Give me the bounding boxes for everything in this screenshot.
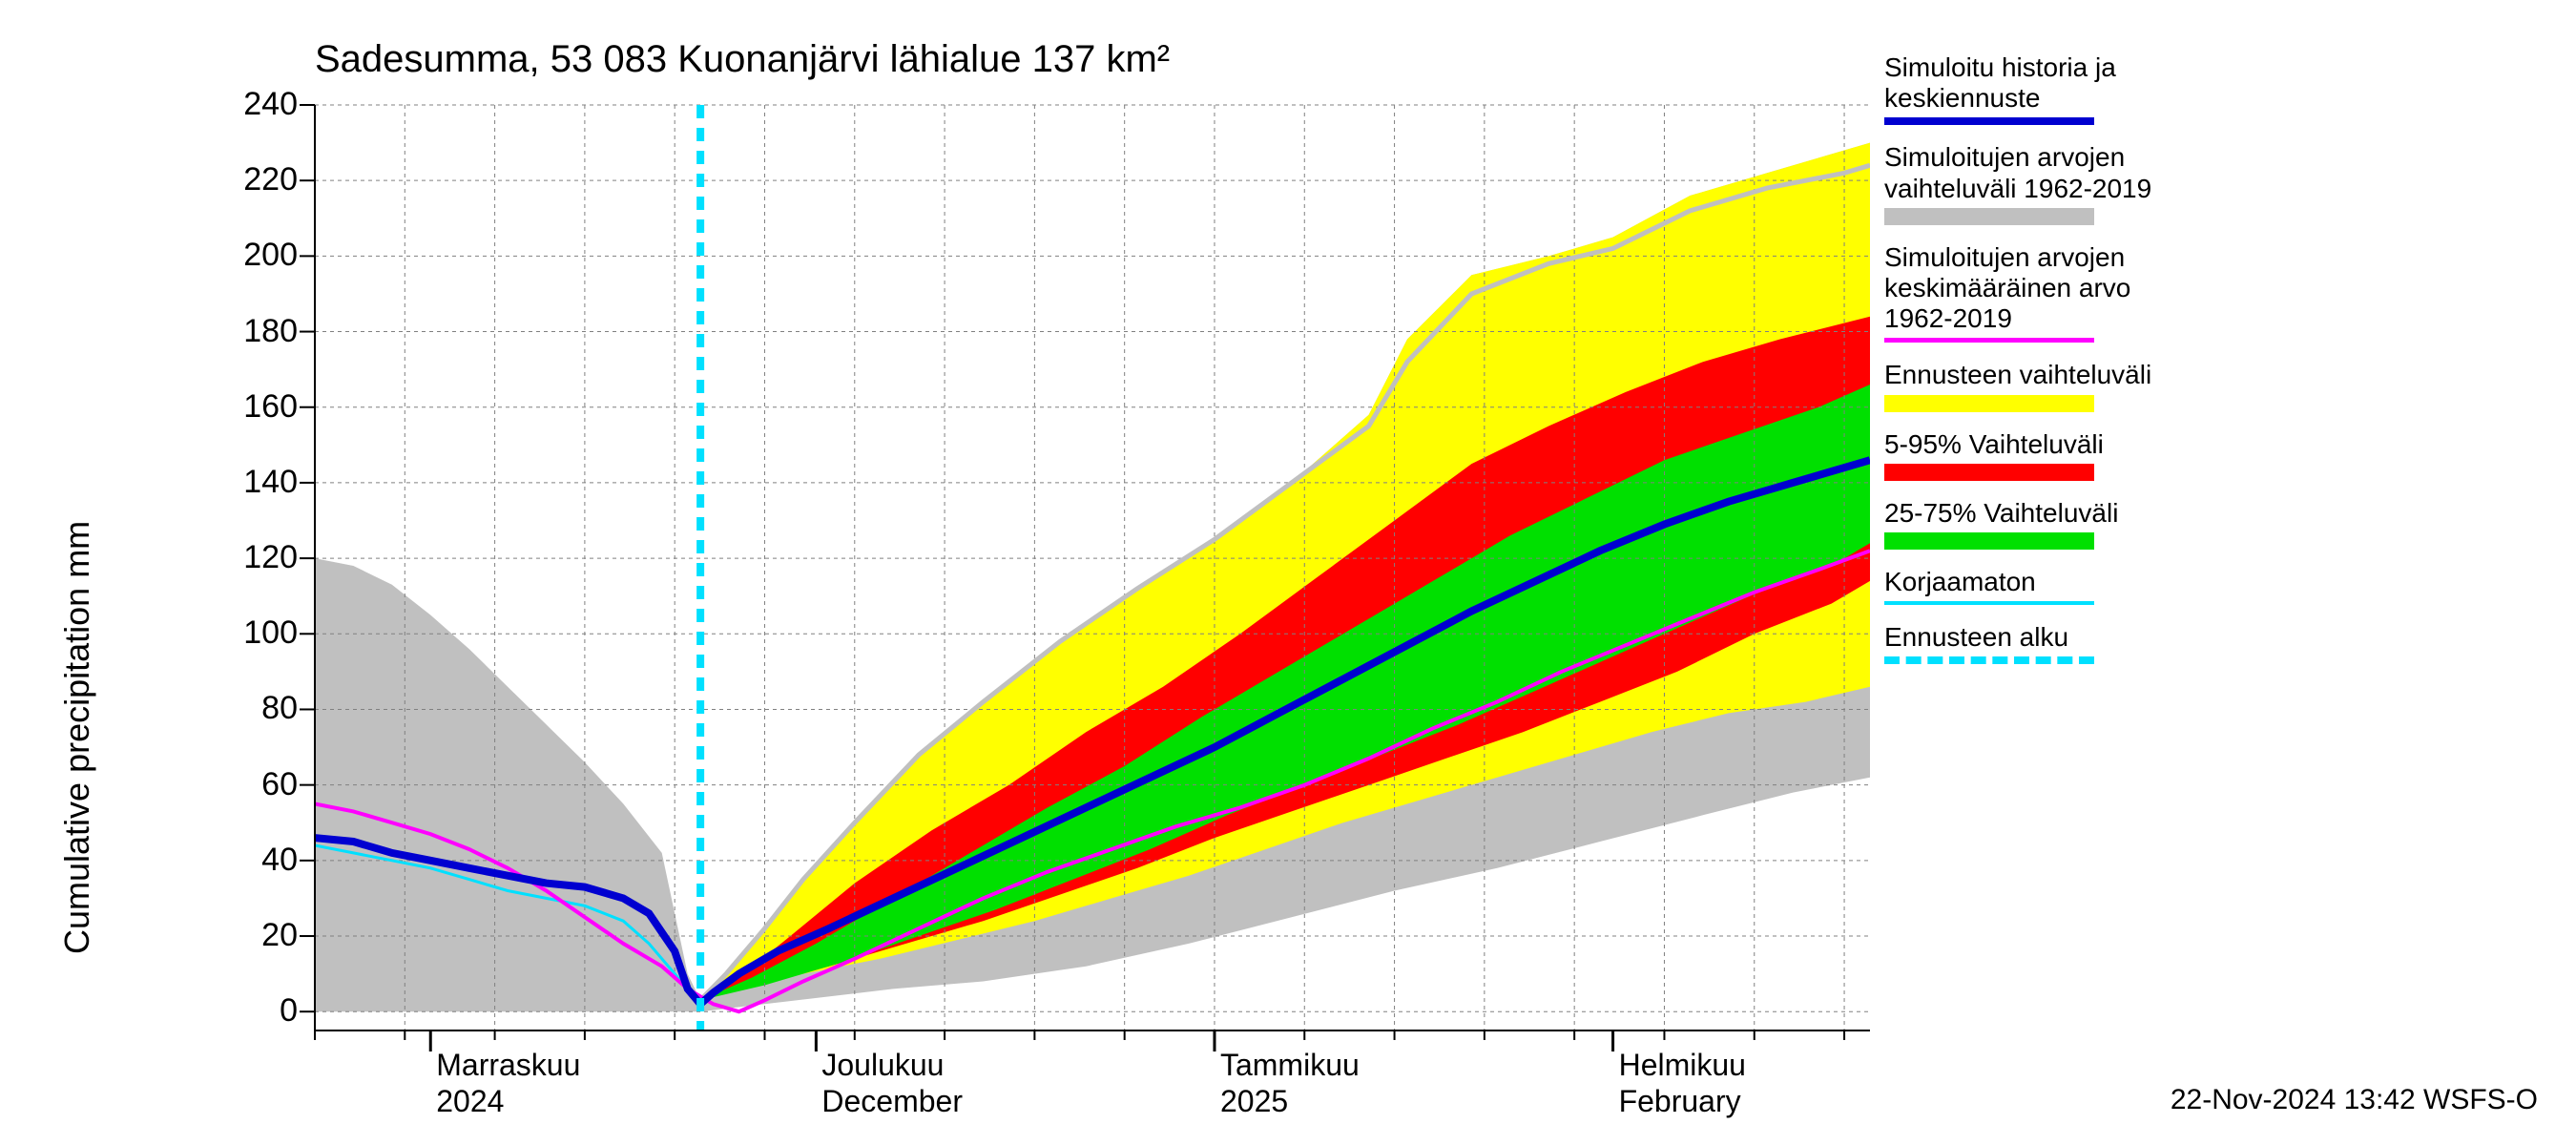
legend-swatch — [1884, 656, 2094, 664]
y-tick: 200 — [219, 237, 298, 274]
y-tick: 160 — [219, 388, 298, 426]
y-tick: 0 — [219, 992, 298, 1030]
legend-text: Simuloitu historia ja — [1884, 52, 2151, 83]
legend-text: keskiennuste — [1884, 83, 2151, 114]
x-month-label2: February — [1619, 1084, 1741, 1119]
legend-text: Korjaamaton — [1884, 567, 2151, 597]
y-tick: 80 — [219, 690, 298, 727]
x-month-label2: December — [821, 1084, 963, 1119]
legend-text: vaihteluväli 1962-2019 — [1884, 174, 2151, 204]
legend-swatch — [1884, 601, 2094, 605]
legend-swatch — [1884, 464, 2094, 481]
x-month-label: Marraskuu — [436, 1048, 580, 1083]
legend-text: keskimääräinen arvo — [1884, 273, 2151, 303]
chart-container: Sadesumma, 53 083 Kuonanjärvi lähialue 1… — [0, 0, 2576, 1145]
y-tick: 240 — [219, 86, 298, 123]
legend-text: Ennusteen alku — [1884, 622, 2151, 653]
y-tick: 20 — [219, 917, 298, 954]
legend-text: Ennusteen vaihteluväli — [1884, 360, 2151, 390]
legend: Simuloitu historia jakeskiennuste Simuloi… — [1884, 52, 2151, 681]
y-tick: 140 — [219, 464, 298, 501]
legend-swatch — [1884, 117, 2094, 125]
legend-text: Simuloitujen arvojen — [1884, 242, 2151, 273]
x-month-label: Joulukuu — [821, 1048, 944, 1083]
legend-text: 1962-2019 — [1884, 303, 2151, 334]
x-month-label: Helmikuu — [1619, 1048, 1746, 1083]
legend-text: 25-75% Vaihteluväli — [1884, 498, 2151, 529]
y-tick: 40 — [219, 842, 298, 879]
x-month-label2: 2024 — [436, 1084, 504, 1119]
y-tick: 60 — [219, 766, 298, 803]
x-month-label: Tammikuu — [1220, 1048, 1360, 1083]
y-tick: 100 — [219, 614, 298, 652]
y-tick: 220 — [219, 161, 298, 198]
y-tick: 180 — [219, 313, 298, 350]
plot-area — [0, 0, 2576, 1145]
x-month-label2: 2025 — [1220, 1084, 1288, 1119]
y-tick: 120 — [219, 539, 298, 576]
legend-text: 5-95% Vaihteluväli — [1884, 429, 2151, 460]
footer-timestamp: 22-Nov-2024 13:42 WSFS-O — [2171, 1084, 2538, 1116]
legend-swatch — [1884, 208, 2094, 225]
legend-swatch — [1884, 338, 2094, 343]
legend-swatch — [1884, 395, 2094, 412]
legend-text: Simuloitujen arvojen — [1884, 142, 2151, 173]
legend-swatch — [1884, 532, 2094, 550]
